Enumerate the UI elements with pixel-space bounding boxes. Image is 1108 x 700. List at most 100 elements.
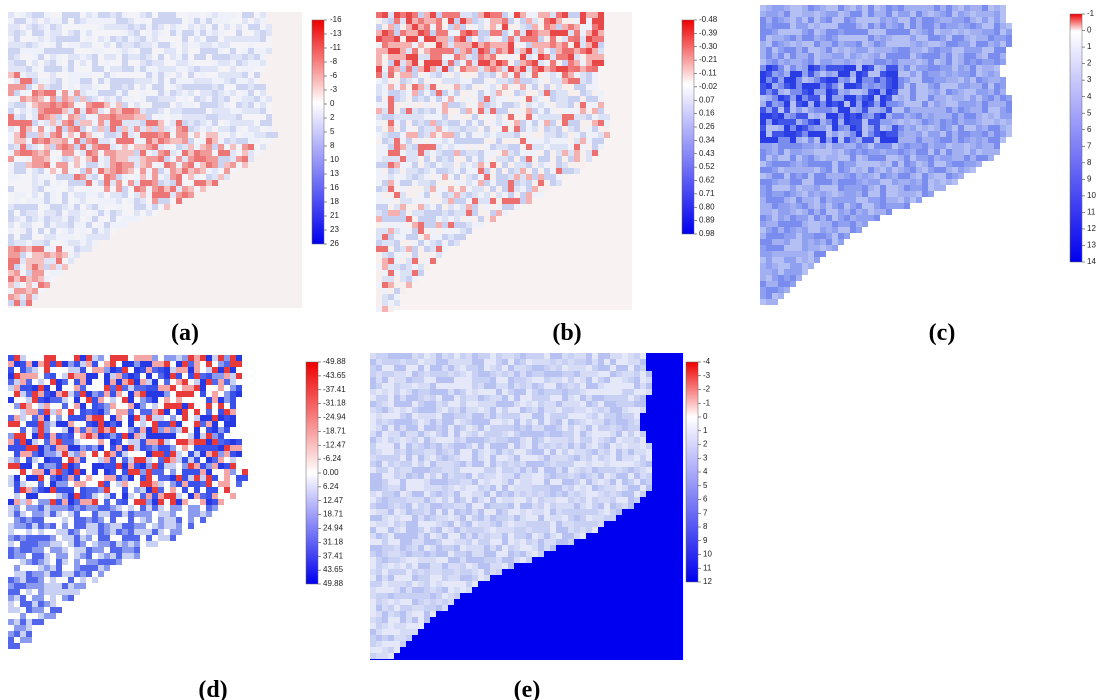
map-cell [26, 373, 32, 379]
map-cell [448, 156, 454, 162]
map-cell [164, 78, 170, 84]
map-cell [910, 17, 916, 23]
map-cell [56, 373, 62, 379]
map-cell [772, 197, 778, 203]
map-cell [790, 155, 796, 161]
map-cell [394, 246, 400, 252]
map-cell [62, 120, 68, 126]
map-cell [880, 209, 886, 215]
map-cell [550, 162, 556, 168]
map-cell [532, 90, 538, 96]
map-cell [92, 385, 98, 391]
map-cell [164, 192, 170, 198]
map-cell [32, 30, 38, 36]
map-cell [472, 162, 478, 168]
map-cell [802, 17, 808, 23]
map-cell [170, 126, 176, 132]
map-cell [86, 60, 92, 66]
map-cell [826, 107, 832, 113]
map-cell [122, 150, 128, 156]
map-cell [862, 77, 868, 83]
map-cell [466, 72, 472, 78]
map-cell [958, 131, 964, 137]
map-cell [200, 379, 206, 385]
map-cell [140, 132, 146, 138]
map-cell [904, 173, 910, 179]
map-cell [868, 179, 874, 185]
map-cell [826, 173, 832, 179]
map-cell [92, 186, 98, 192]
map-cell [880, 197, 886, 203]
map-cell [134, 186, 140, 192]
map-cell [910, 11, 916, 17]
map-cell [988, 53, 994, 59]
map-cell [928, 125, 934, 131]
map-cell [170, 156, 176, 162]
map-cell [454, 66, 460, 72]
map-cell [254, 78, 260, 84]
map-cell [778, 47, 784, 53]
map-cell [134, 114, 140, 120]
map-cell [928, 179, 934, 185]
map-cell [796, 11, 802, 17]
map-cell [26, 36, 32, 42]
map-cell [92, 234, 98, 240]
map-cell [182, 24, 188, 30]
map-cell [170, 415, 176, 421]
map-cell [8, 258, 14, 264]
map-cell [766, 257, 772, 263]
map-cell [826, 215, 832, 221]
map-cell [466, 36, 472, 42]
map-cell [532, 96, 538, 102]
map-cell [796, 113, 802, 119]
map-cell [496, 114, 502, 120]
map-cell [140, 156, 146, 162]
map-cell [910, 35, 916, 41]
map-cell [784, 185, 790, 191]
map-cell [868, 83, 874, 89]
map-cell [958, 149, 964, 155]
map-cell [988, 143, 994, 149]
map-cell [92, 96, 98, 102]
map-cell [116, 138, 122, 144]
map-cell [56, 361, 62, 367]
map-cell [266, 24, 272, 30]
colorbar-tick-label: 0.98 [699, 229, 715, 238]
map-cell [104, 36, 110, 42]
map-cell [68, 379, 74, 385]
map-cell [44, 204, 50, 210]
map-cell [970, 77, 976, 83]
map-cell [490, 216, 496, 222]
map-cell [50, 114, 56, 120]
map-cell [44, 42, 50, 48]
map-cell [808, 233, 814, 239]
map-cell [886, 155, 892, 161]
map-cell [820, 251, 826, 257]
map-cell [176, 60, 182, 66]
map-cell [56, 198, 62, 204]
map-cell [170, 373, 176, 379]
map-cell [970, 35, 976, 41]
map-cell [20, 355, 26, 361]
map-cell [412, 60, 418, 66]
map-cell [502, 36, 508, 42]
map-cell [790, 251, 796, 257]
map-cell [838, 155, 844, 161]
map-cell [62, 216, 68, 222]
map-cell [898, 23, 904, 29]
map-cell [98, 373, 104, 379]
map-cell [254, 12, 260, 18]
map-cell [104, 222, 110, 228]
map-cell [964, 119, 970, 125]
map-cell [454, 240, 460, 246]
map-cell [104, 54, 110, 60]
map-cell [898, 95, 904, 101]
map-cell [778, 287, 784, 293]
map-cell [206, 385, 212, 391]
map-cell [176, 385, 182, 391]
map-cell [760, 107, 766, 113]
map-cell [856, 149, 862, 155]
map-cell [784, 257, 790, 263]
map-cell [808, 83, 814, 89]
map-cell [940, 59, 946, 65]
